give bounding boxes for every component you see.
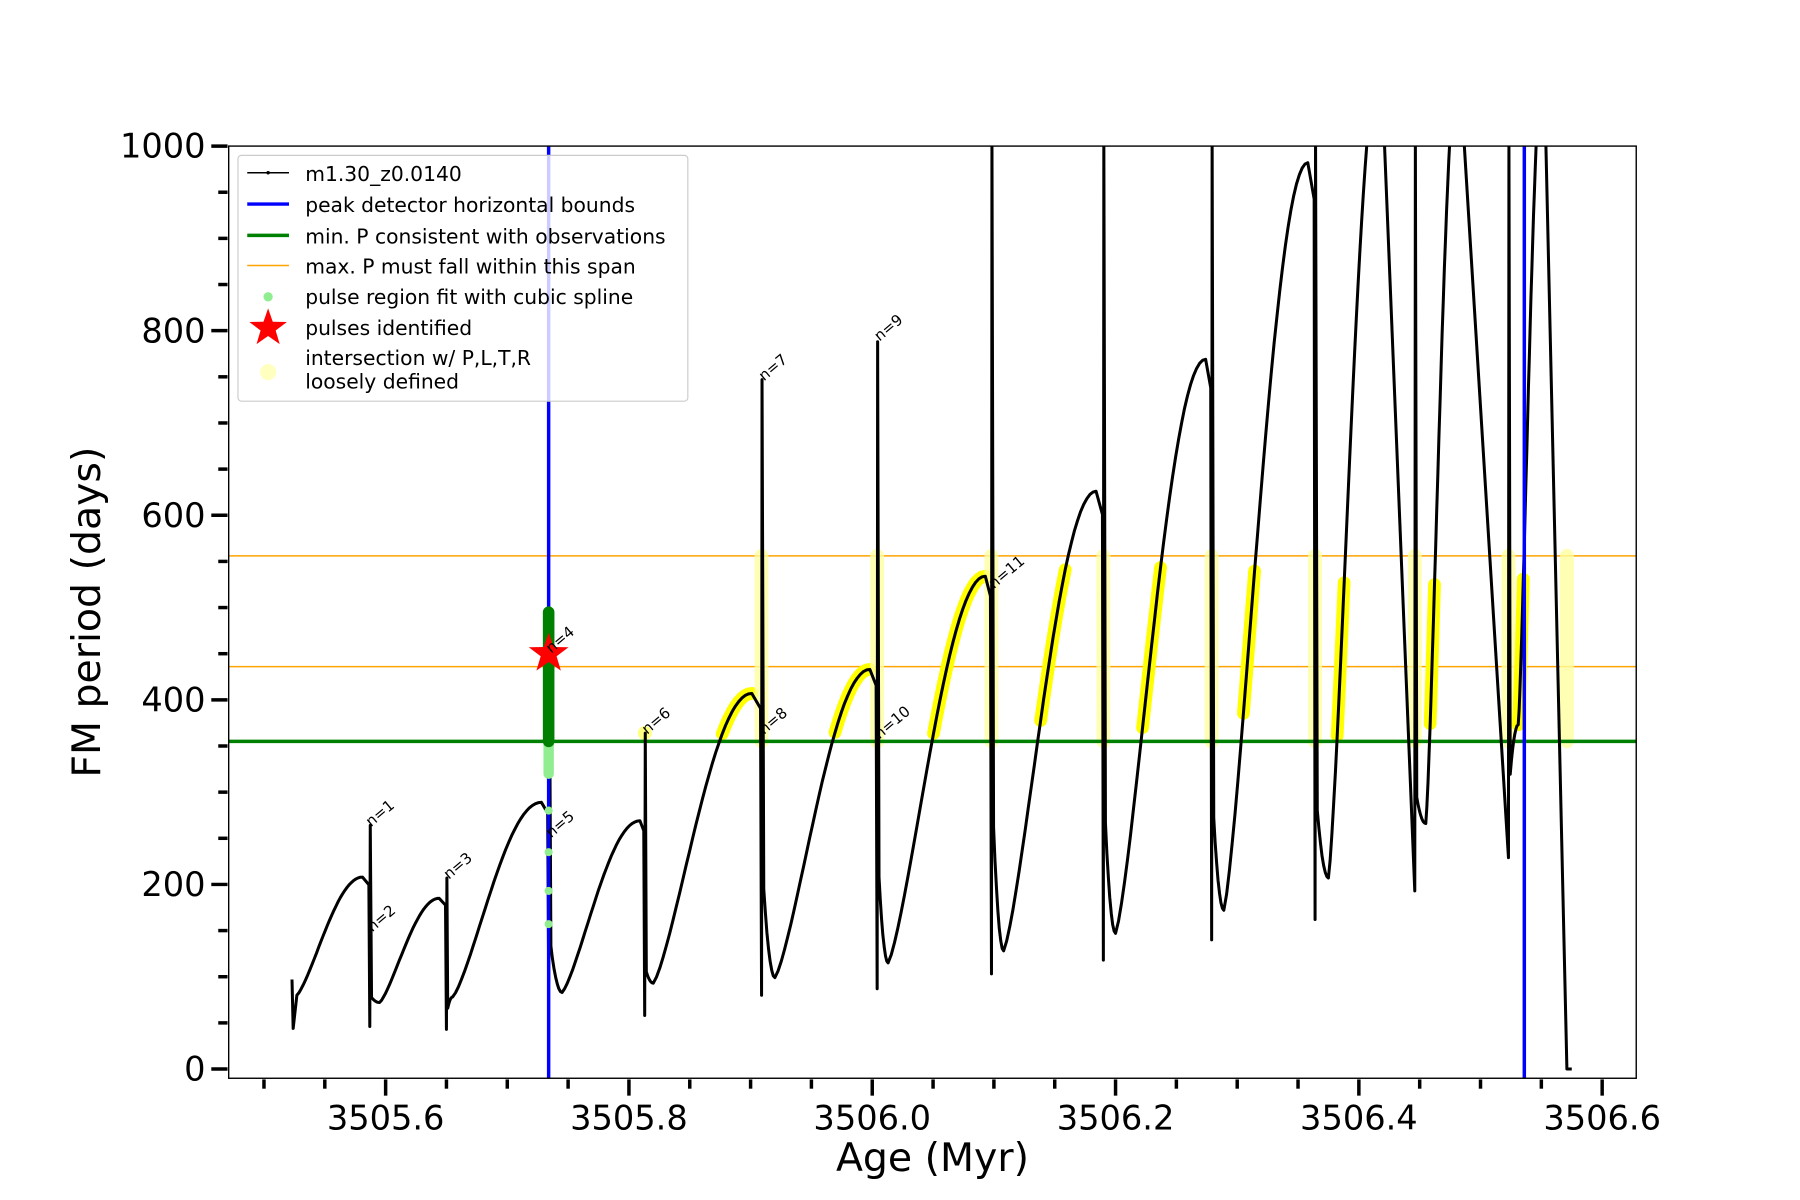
model-curve [290, 146, 1572, 1071]
x-tick-label: 3506.4 [1300, 1098, 1418, 1137]
legend: m1.30_z0.0140 peak detector horizontal b… [237, 154, 689, 402]
y-tick-label: 1000 [120, 127, 206, 166]
x-axis-label: Age (Myr) [836, 1135, 1029, 1181]
legend-circle-intersection [260, 364, 277, 381]
plot-area: n=1n=2n=3n=4n=5n=6n=7n=8n=9n=10n=11 [228, 146, 1637, 1079]
legend-dot-spline [263, 292, 273, 302]
legend-box [237, 154, 689, 402]
legend-label-minp: min. P consistent with observations [305, 224, 665, 248]
legend-label-intersection: intersection w/ P,L,T,R [305, 346, 531, 370]
annotation-n=9: n=9 [871, 311, 907, 345]
y-axis-label: FM period (days) [64, 447, 110, 778]
x-tick-label: 3506.2 [1057, 1098, 1175, 1137]
annotation-n=3: n=3 [440, 849, 476, 883]
spline-point [544, 806, 553, 815]
spline-point [544, 886, 553, 895]
y-tick-label: 800 [141, 311, 205, 350]
legend-label-intersection-2: loosely defined [305, 369, 459, 393]
ticks: 3505.6 3505.8 3506.0 3506.2 3506.4 3506.6 0 200… [120, 127, 1661, 1138]
y-tick-label: 400 [141, 680, 205, 719]
annotation-n=7: n=7 [755, 350, 791, 384]
x-tick-label: 3505.6 [327, 1098, 445, 1137]
x-tick-label: 3506.0 [813, 1098, 931, 1137]
annotation-n=1: n=1 [362, 796, 398, 830]
legend-label-pulses: pulses identified [305, 316, 472, 340]
y-tick-label: 600 [141, 496, 205, 535]
legend-label-model: m1.30_z0.0140 [305, 162, 462, 186]
axes-frame [228, 145, 1637, 1079]
legend-dot-model [266, 171, 270, 175]
spline-point [544, 920, 553, 929]
intersection-highlight [927, 569, 992, 740]
intersection-highlight [828, 663, 877, 739]
legend-label-spline: pulse region fit with cubic spline [305, 285, 633, 309]
intersection-highlight [715, 687, 759, 741]
x-tick-label: 3505.8 [570, 1098, 688, 1137]
spline-point [544, 848, 553, 857]
x-tick-label: 3506.6 [1543, 1098, 1661, 1137]
legend-label-bounds: peak detector horizontal bounds [305, 193, 635, 217]
legend-star-icon [249, 308, 287, 345]
y-tick-label: 0 [184, 1050, 205, 1089]
legend-label-maxp: max. P must fall within this span [305, 255, 636, 279]
y-tick-label: 200 [141, 865, 205, 904]
pulse-star-marker [528, 632, 569, 671]
